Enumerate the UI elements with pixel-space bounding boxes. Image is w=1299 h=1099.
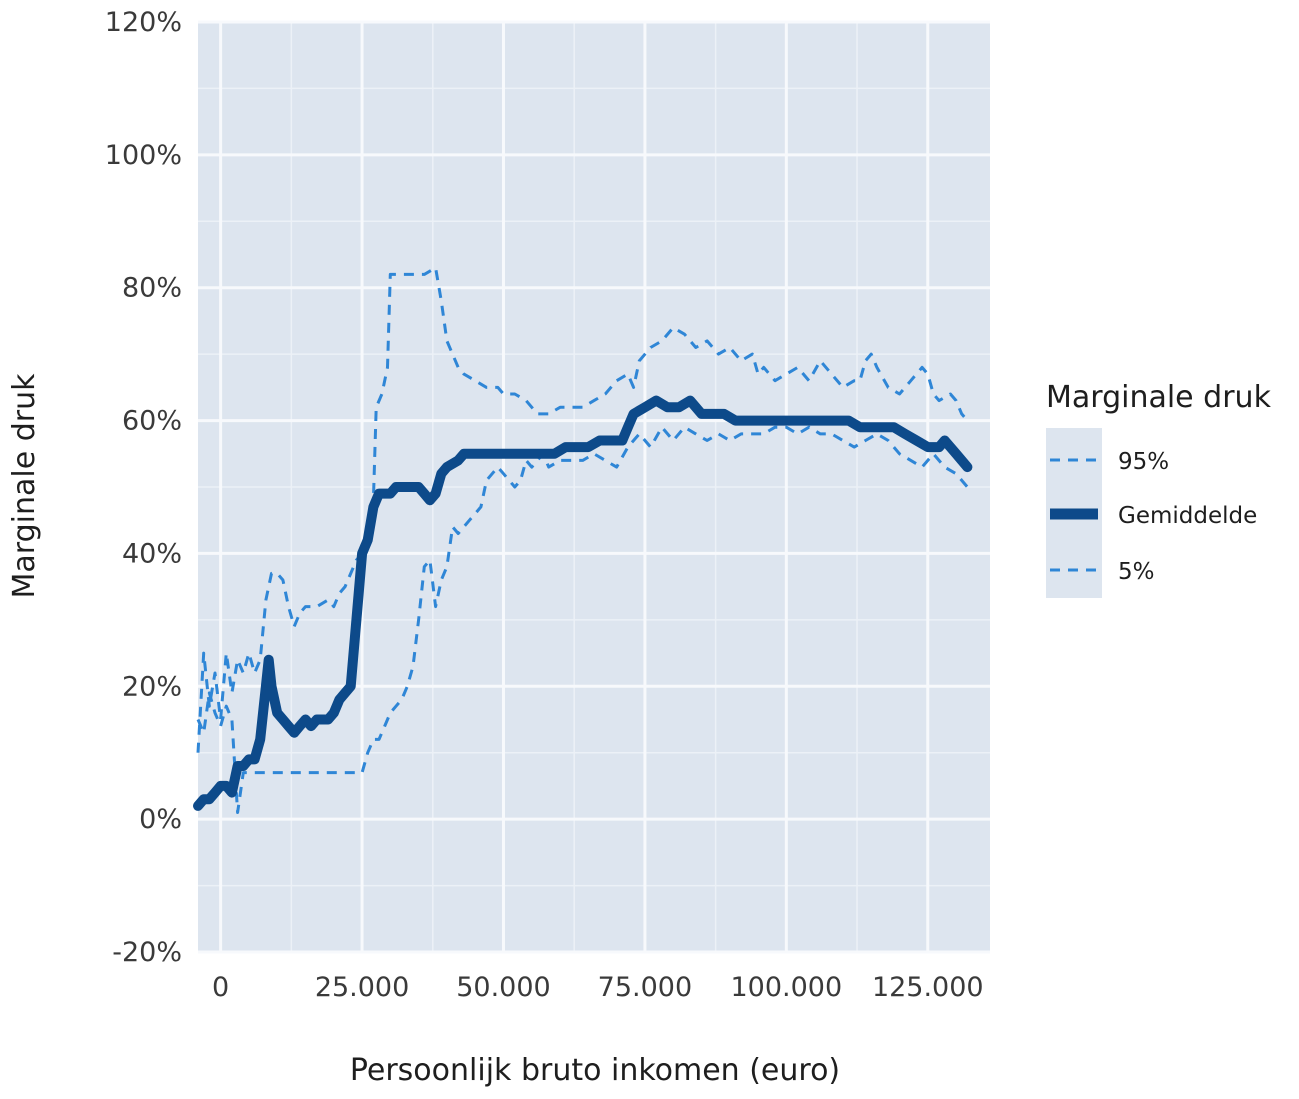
legend-title: Marginale druk — [1046, 380, 1272, 415]
y-tick-label: 120% — [105, 7, 182, 38]
y-axis-title: Marginale druk — [7, 373, 42, 599]
series-line-gemiddelde — [193, 395, 973, 811]
y-tick-label: 100% — [105, 140, 182, 171]
x-tick-label: 0 — [212, 972, 229, 1003]
major-gridlines — [198, 20, 990, 954]
x-tick-labels: 0 25.000 50.000 75.000 100.000 125.000 — [212, 972, 984, 1003]
legend-label-5: 5% — [1118, 559, 1155, 585]
legend: Marginale druk 95% Gemiddelde 5% — [1046, 380, 1272, 598]
legend-label-gemiddelde: Gemiddelde — [1118, 503, 1257, 529]
x-axis-title: Persoonlijk bruto inkomen (euro) — [350, 1053, 840, 1088]
series-line-95pct — [196, 266, 969, 753]
minor-gridlines — [198, 22, 990, 952]
y-tick-labels: -20% 0% 20% 40% 60% 80% 100% 120% — [105, 7, 182, 968]
legend-label-95: 95% — [1118, 449, 1169, 475]
y-tick-label: 20% — [122, 671, 182, 702]
x-tick-label: 25.000 — [315, 972, 409, 1003]
y-tick-label: -20% — [112, 937, 182, 968]
x-tick-label: 125.000 — [872, 972, 984, 1003]
y-tick-label: 60% — [122, 406, 182, 437]
series-lines — [193, 266, 973, 814]
y-tick-label: 80% — [122, 273, 182, 304]
x-tick-label: 50.000 — [456, 972, 550, 1003]
x-tick-label: 100.000 — [731, 972, 843, 1003]
y-tick-label: 40% — [122, 538, 182, 569]
x-tick-label: 75.000 — [598, 972, 692, 1003]
y-tick-label: 0% — [139, 804, 182, 835]
